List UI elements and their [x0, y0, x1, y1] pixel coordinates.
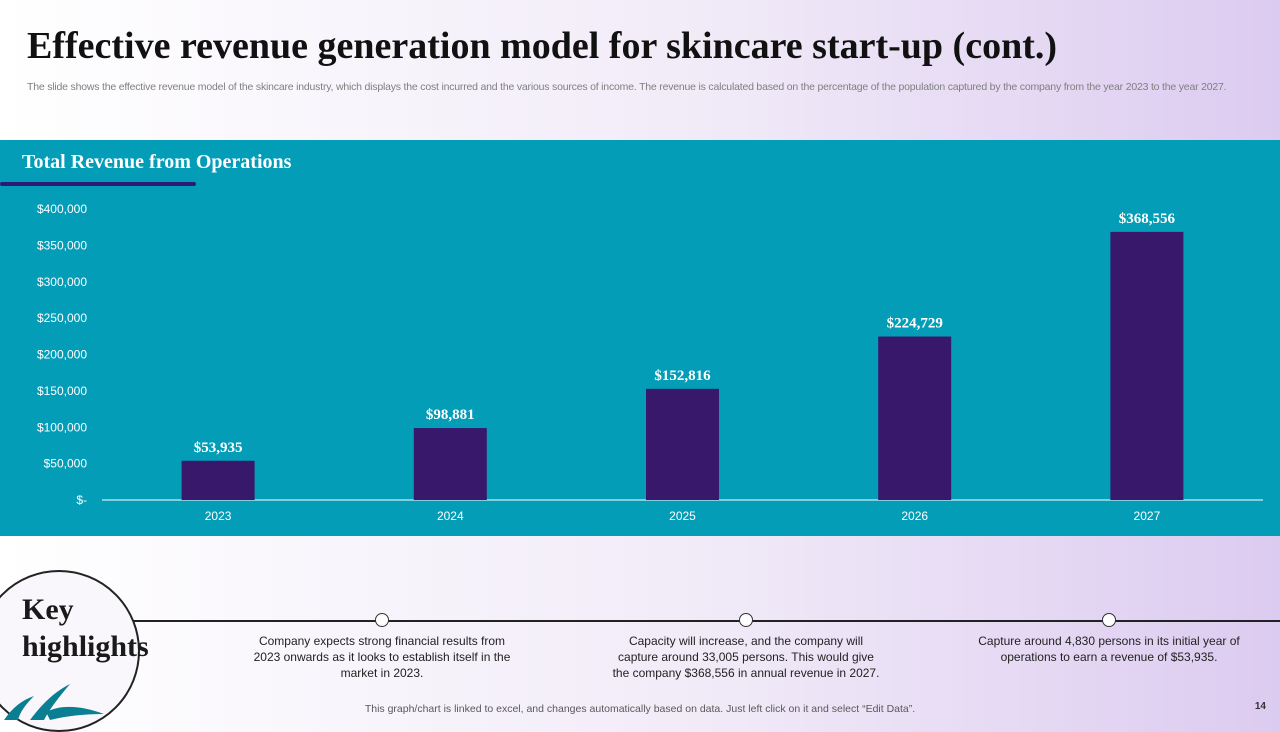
y-tick-label: $- [76, 493, 87, 507]
x-tick-label: 2023 [205, 509, 232, 523]
bar-value-label: $98,881 [426, 407, 475, 423]
bar-value-label: $152,816 [654, 368, 711, 384]
bar [413, 428, 487, 500]
chart-panel: Total Revenue from Operations $- $50,000 $… [0, 140, 1280, 536]
highlight-text-3: Capture around 4,830 persons in its init… [978, 634, 1240, 664]
page-number: 14 [1254, 701, 1266, 712]
bar-value-label: $53,935 [194, 440, 243, 456]
whale-tail-icon [4, 684, 104, 720]
key-highlights-heading: Key highlights [22, 591, 149, 665]
x-tick-label: 2025 [669, 509, 696, 523]
y-tick-label: $50,000 [44, 457, 88, 471]
highlights-timeline [130, 620, 1280, 622]
key-highlights-word-2: highlights [22, 630, 149, 663]
y-tick-label: $200,000 [37, 348, 87, 362]
bar-value-label: $368,556 [1119, 211, 1176, 227]
x-axis-labels: 2023 2024 2025 2026 2027 [205, 509, 1161, 523]
bar [181, 460, 255, 500]
x-tick-label: 2027 [1134, 509, 1161, 523]
y-tick-label: $400,000 [37, 202, 87, 216]
y-tick-label: $350,000 [37, 238, 87, 252]
timeline-node [1102, 613, 1116, 627]
y-tick-label: $150,000 [37, 384, 87, 398]
footnote: This graph/chart is linked to excel, and… [364, 703, 916, 715]
key-highlights-word-1: Key [22, 593, 74, 626]
x-tick-label: 2024 [437, 509, 464, 523]
timeline-node [739, 613, 753, 627]
revenue-bar-chart: $- $50,000 $100,000 $150,000 $200,000 $250,00… [37, 202, 1263, 523]
y-tick-label: $250,000 [37, 311, 87, 325]
slide-subtitle: The slide shows the effective revenue mo… [27, 81, 1227, 93]
x-tick-label: 2026 [901, 509, 928, 523]
bar [878, 336, 952, 500]
y-tick-label: $300,000 [37, 275, 87, 289]
bar-group [181, 231, 1184, 500]
y-tick-label: $100,000 [37, 420, 87, 434]
chart-title: Total Revenue from Operations [22, 151, 292, 173]
timeline-node [375, 613, 389, 627]
highlight-text-1: Company expects strong financial results… [253, 634, 511, 680]
slide-title: Effective revenue generation model for s… [27, 25, 1058, 67]
bar-value-label: $224,729 [887, 316, 943, 332]
title-underline [0, 182, 196, 186]
bar [1110, 231, 1184, 500]
bar [646, 388, 719, 500]
highlight-text-2: Capacity will increase, and the company … [612, 634, 880, 680]
y-axis: $- $50,000 $100,000 $150,000 $200,000 $250,00… [37, 202, 87, 507]
bar-label-group: $53,935 $98,881 $152,816 $224,729 $368,556 [194, 211, 1176, 456]
